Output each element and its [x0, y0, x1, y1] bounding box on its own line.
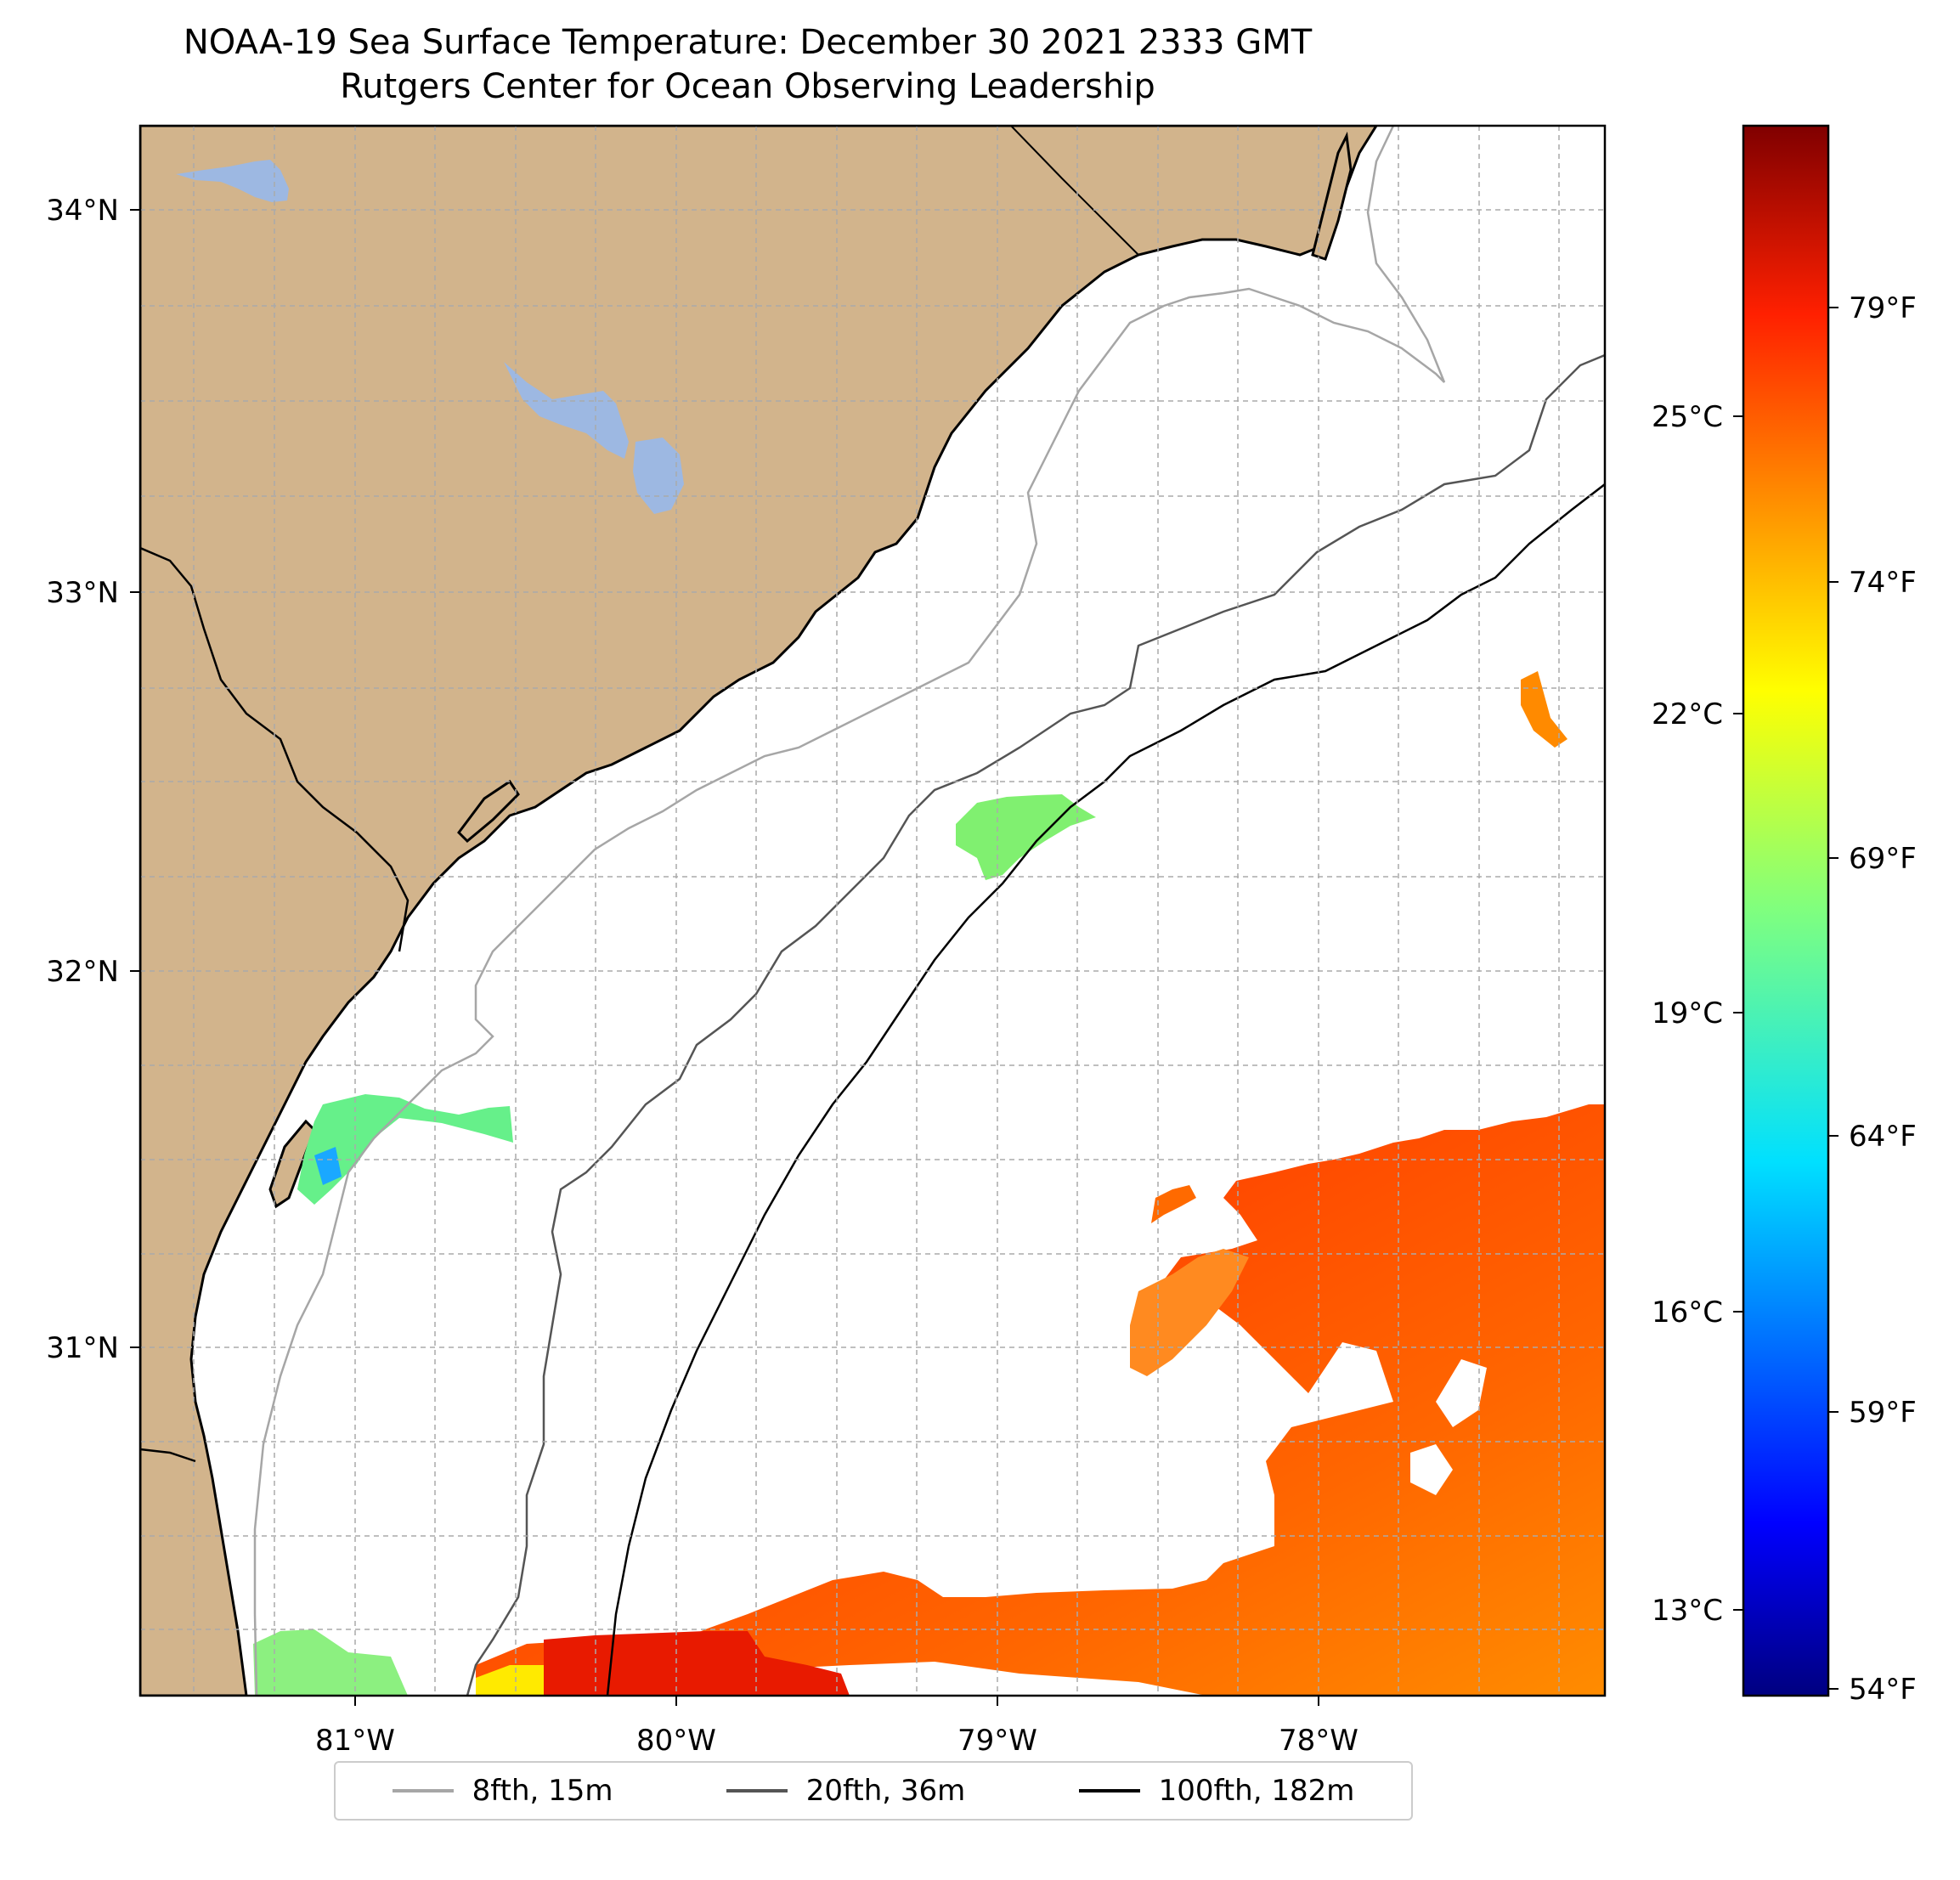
isobath-8fth [253, 126, 1446, 1696]
lat-tick-label: 34°N [46, 194, 119, 228]
colorbar-fahrenheit-label: 54°F [1849, 1673, 1917, 1707]
colorbar-fahrenheit-label: 79°F [1849, 291, 1917, 325]
sst-patch-warm [1130, 1249, 1249, 1376]
state-border [140, 546, 410, 952]
lon-tick-label: 80°W [636, 1724, 716, 1758]
map-title: NOAA-19 Sea Surface Temperature: Decembe… [183, 23, 1313, 62]
data-gap [1436, 1359, 1487, 1427]
gridlines [140, 126, 1605, 1696]
legend-item-20fth: 20fth, 36m [726, 1774, 966, 1808]
legend-swatch [392, 1789, 454, 1792]
state-border [1010, 126, 1139, 256]
isobath-100fth [606, 483, 1605, 1696]
lon-tick-label: 78°W [1279, 1724, 1358, 1758]
colorbar-celsius-label: 16°C [1652, 1296, 1723, 1330]
sst-patch-warm [476, 1104, 1605, 1696]
colorbar-celsius-label: 19°C [1652, 996, 1723, 1030]
isobath-legend: 8fth, 15m 20fth, 36m 100fth, 182m [334, 1761, 1413, 1821]
lat-tick-label: 31°N [46, 1331, 119, 1365]
axis-ticks [130, 209, 1319, 1706]
colorbar-fahrenheit-label: 59°F [1849, 1396, 1917, 1430]
isobath-20fth [466, 353, 1605, 1696]
colorbar-fahrenheit-label: 74°F [1849, 566, 1917, 600]
lake [176, 160, 289, 202]
map-frame [138, 124, 1607, 1697]
legend-item-8fth: 8fth, 15m [392, 1774, 613, 1808]
land [140, 126, 1378, 1696]
colorbar-celsius-label: 13°C [1652, 1594, 1723, 1628]
lon-tick-label: 79°W [957, 1724, 1037, 1758]
colorbar-celsius-label: 22°C [1652, 697, 1723, 731]
state-border [140, 1448, 196, 1463]
barrier-island [1311, 131, 1353, 261]
lat-tick-label: 33°N [46, 576, 119, 610]
legend-swatch [726, 1789, 788, 1792]
sst-patch-cool-south [253, 1629, 408, 1696]
sst-patch-blue [314, 1147, 342, 1185]
lake [633, 438, 684, 514]
sst-patch-warm [1521, 671, 1567, 748]
map-body [140, 126, 1605, 1696]
colorbar-ticks [1733, 307, 1839, 1690]
sst-patch-cool [297, 1094, 513, 1205]
legend-swatch [1078, 1789, 1140, 1792]
colorbar-fahrenheit-label: 64°F [1849, 1120, 1917, 1154]
colorbar-celsius-label: 25°C [1652, 400, 1723, 434]
lake [504, 362, 629, 459]
colorbar [1742, 124, 1830, 1697]
lat-tick-label: 32°N [46, 955, 119, 989]
map-subtitle: Rutgers Center for Ocean Observing Leade… [340, 67, 1155, 106]
data-gap [1410, 1444, 1453, 1495]
legend-label: 8fth, 15m [472, 1774, 613, 1808]
lon-tick-label: 81°W [315, 1724, 395, 1758]
legend-item-100fth: 100fth, 182m [1078, 1774, 1355, 1808]
legend-label: 20fth, 36m [805, 1774, 966, 1808]
legend-label: 100fth, 182m [1158, 1774, 1355, 1808]
sst-patch-yellow [476, 1665, 544, 1696]
sst-patch-warm [1151, 1185, 1196, 1223]
barrier-island [457, 779, 520, 844]
sst-patch-hot [544, 1631, 850, 1696]
colorbar-fahrenheit-label: 69°F [1849, 842, 1917, 876]
